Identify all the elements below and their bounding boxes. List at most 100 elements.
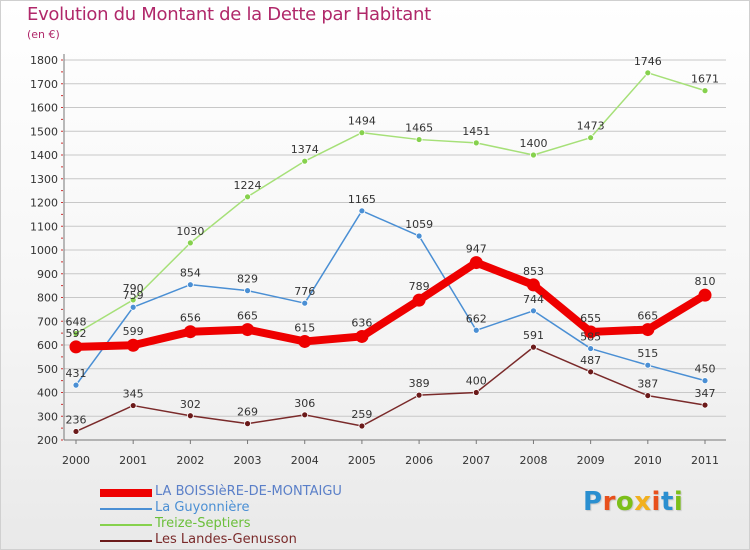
y-tick-label: 1400 <box>30 149 58 162</box>
data-point <box>641 323 655 337</box>
y-tick-label: 400 <box>37 387 58 400</box>
data-label: 306 <box>294 397 315 410</box>
data-label: 854 <box>180 267 201 280</box>
data-point <box>358 207 366 215</box>
data-point <box>186 239 194 247</box>
data-point <box>644 361 652 369</box>
data-point <box>469 256 483 270</box>
data-point <box>301 299 309 307</box>
data-point <box>72 330 80 338</box>
data-point <box>472 139 480 147</box>
data-label: 487 <box>580 354 601 367</box>
data-label: 759 <box>123 289 144 302</box>
data-point <box>244 193 251 201</box>
data-point <box>415 391 423 399</box>
data-point <box>530 151 537 159</box>
proxiti-logo: Proxiti <box>583 487 683 517</box>
y-tick-label: 1200 <box>30 197 58 210</box>
series-line <box>75 346 706 433</box>
legend-swatch <box>100 524 152 526</box>
data-point <box>126 338 140 352</box>
x-tick-label: 2011 <box>691 454 719 467</box>
logo-letter: o <box>615 487 635 517</box>
data-point <box>701 401 709 409</box>
data-label: 1030 <box>176 225 204 238</box>
data-point <box>183 325 197 339</box>
data-label: 302 <box>180 398 201 411</box>
data-point <box>129 303 137 311</box>
series-line <box>72 258 709 351</box>
data-point <box>358 422 366 430</box>
y-tick-label: 1000 <box>30 244 58 257</box>
data-point <box>530 307 537 315</box>
data-label: 665 <box>237 310 258 323</box>
logo-letter: i <box>673 487 684 517</box>
series-line <box>75 72 706 335</box>
data-label: 853 <box>523 265 544 278</box>
data-point <box>358 129 366 137</box>
x-tick-label: 2004 <box>291 454 319 467</box>
data-label: 1465 <box>405 122 433 135</box>
data-point <box>186 281 194 289</box>
data-label: 236 <box>66 413 87 426</box>
data-point <box>472 326 480 334</box>
data-label: 591 <box>523 329 544 342</box>
legend-swatch <box>100 540 152 542</box>
logo-letter: t <box>660 487 674 517</box>
data-point <box>587 134 595 142</box>
y-tick-label: 1700 <box>30 78 58 91</box>
data-label: 789 <box>409 280 430 293</box>
data-point <box>72 381 80 389</box>
data-point <box>587 345 595 352</box>
data-label: 599 <box>123 325 144 338</box>
data-label: 1494 <box>348 115 376 128</box>
logo-letter: i <box>651 487 661 517</box>
data-point <box>244 420 251 428</box>
legend-label: LA BOISSIèRE-DE-MONTAIGU <box>155 484 342 499</box>
data-label: 1746 <box>634 55 662 68</box>
data-point <box>644 392 652 399</box>
data-label: 744 <box>523 293 544 306</box>
data-point <box>698 288 712 302</box>
data-label: 1224 <box>234 179 262 192</box>
data-point <box>412 293 426 307</box>
logo-letter: x <box>634 487 652 517</box>
data-point <box>530 343 537 351</box>
data-label: 1451 <box>462 125 490 138</box>
data-label: 655 <box>580 312 601 325</box>
data-label: 810 <box>695 275 716 288</box>
data-label: 431 <box>66 367 87 380</box>
data-label: 1400 <box>519 137 547 150</box>
data-label: 515 <box>637 347 658 360</box>
y-tick-label: 300 <box>37 410 58 423</box>
data-point <box>415 232 423 240</box>
data-label: 1374 <box>291 143 319 156</box>
y-tick-label: 1100 <box>30 220 58 233</box>
y-tick-label: 700 <box>37 315 58 328</box>
data-label: 1473 <box>577 120 605 133</box>
x-tick-label: 2001 <box>119 454 147 467</box>
data-label: 947 <box>466 243 487 256</box>
legend-label: Treize-Septiers <box>155 516 251 531</box>
data-point <box>72 428 80 435</box>
series-line <box>75 210 706 386</box>
chart-title: Evolution du Montant de la Dette par Hab… <box>27 4 431 25</box>
y-tick-label: 1500 <box>30 125 58 138</box>
data-point <box>644 69 652 77</box>
data-point <box>526 278 540 292</box>
data-point <box>701 87 709 95</box>
data-label: 665 <box>637 310 658 323</box>
data-point <box>69 340 83 354</box>
y-tick-label: 500 <box>37 363 58 376</box>
x-tick-label: 2007 <box>462 454 490 467</box>
data-label: 450 <box>695 363 716 376</box>
data-point <box>701 377 709 385</box>
data-label: 345 <box>123 388 144 401</box>
x-tick-label: 2000 <box>62 454 90 467</box>
legend-swatch <box>100 508 152 510</box>
x-tick-label: 2005 <box>348 454 376 467</box>
x-tick-label: 2008 <box>519 454 547 467</box>
data-label: 585 <box>580 331 601 344</box>
data-label: 829 <box>237 273 258 286</box>
